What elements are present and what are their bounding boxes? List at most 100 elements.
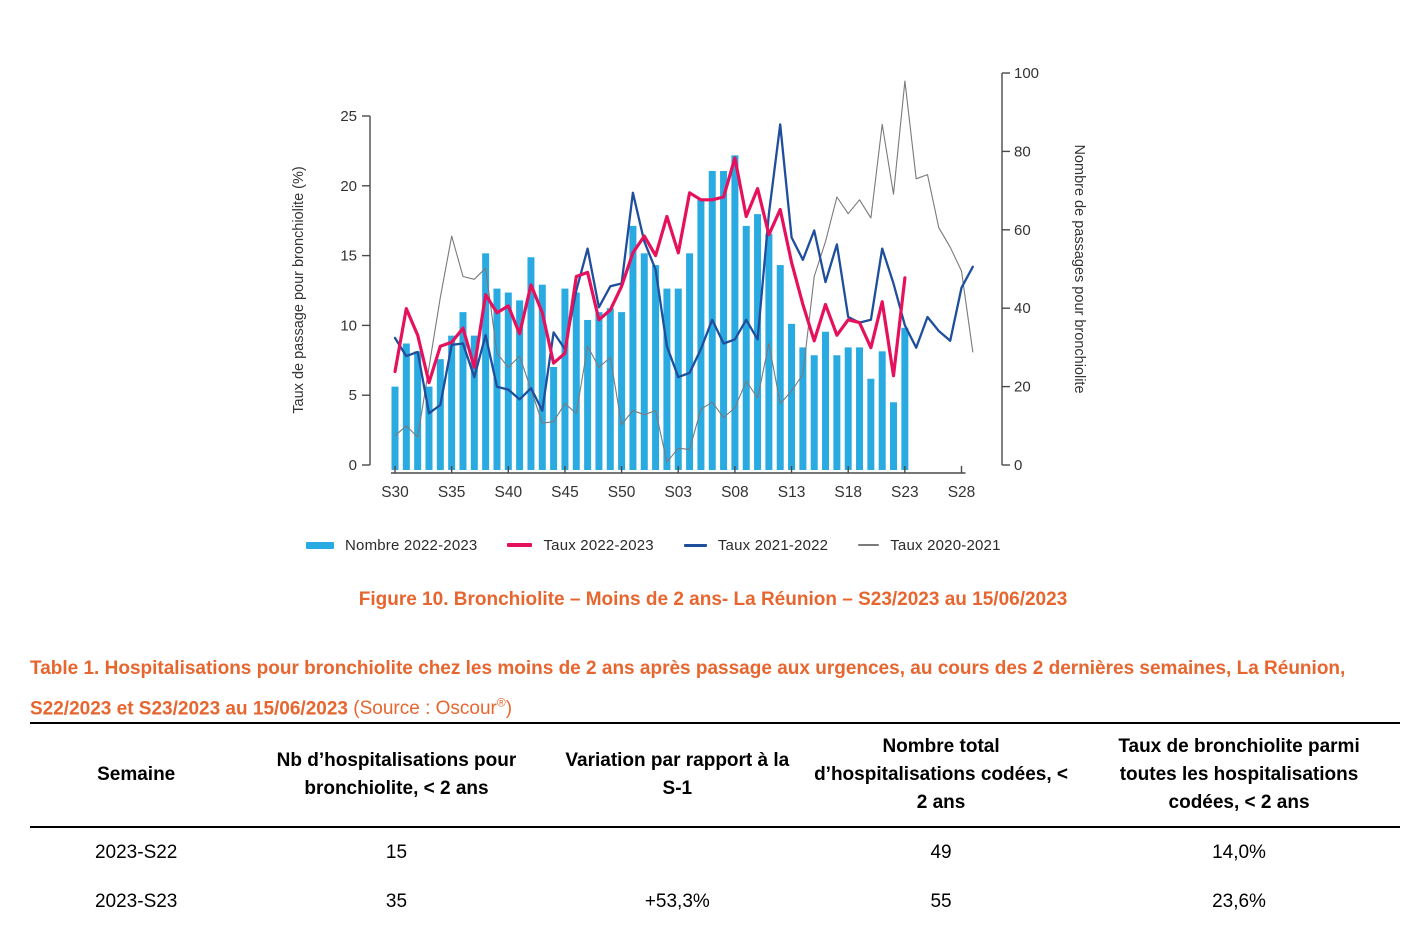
table-cell: 2023-S22 — [94, 841, 178, 863]
bar — [414, 351, 422, 470]
table-cell: 2023-S23 — [94, 891, 178, 912]
bar — [822, 331, 830, 470]
bar — [731, 155, 739, 470]
figure-caption: Figure 10. Bronchiolite – Moins de 2 ans… — [358, 589, 1068, 610]
column-header: Nombre total d’hospitalisations codées, … — [804, 723, 1079, 828]
legend-label: Taux 2020-2021 — [890, 536, 1001, 554]
bar — [901, 327, 909, 470]
bar — [765, 233, 773, 470]
bar — [776, 265, 784, 470]
bar — [856, 347, 864, 470]
left-axis-tick-label: 10 — [340, 317, 357, 334]
left-axis-tick-label: 20 — [340, 178, 357, 195]
x-axis-tick-label: S18 — [834, 484, 862, 501]
legend-label: Taux 2022-2023 — [543, 536, 654, 554]
x-axis-tick-label: S28 — [948, 484, 976, 501]
bronchiolitis-figure: 0 5 10 15 20 25 Taux de passage pour bronchiol… — [280, 55, 1120, 525]
x-axis-tick-label: S40 — [495, 484, 523, 501]
bar — [482, 253, 490, 470]
bar — [425, 386, 433, 470]
bar — [550, 367, 558, 470]
bar-series-group — [391, 155, 909, 470]
legend-swatch-bar-icon — [306, 541, 334, 549]
right-axis-tick-label: 60 — [1014, 222, 1031, 239]
registered-mark: ® — [496, 696, 506, 710]
bar — [742, 225, 750, 470]
chart-legend: Nombre 2022-2023 Taux 2022-2023 Taux 202… — [306, 534, 1001, 556]
bar — [527, 257, 535, 470]
x-axis-tick-label: S30 — [381, 484, 409, 501]
bar — [595, 312, 603, 470]
left-axis-tick-label: 5 — [349, 387, 357, 404]
bar — [890, 402, 898, 470]
left-axis-tick-label: 25 — [340, 108, 357, 125]
bar — [504, 292, 512, 470]
bar — [436, 359, 444, 470]
right-axis-tick-label: 0 — [1014, 457, 1022, 474]
x-axis-tick-label: S03 — [664, 484, 692, 501]
legend-item-taux-2022-2023: Taux 2022-2023 — [507, 536, 654, 554]
right-axis-tick-label: 100 — [1014, 65, 1039, 82]
table-header-row: Semaine Nb d’hospitalisations pour bronch… — [30, 723, 1400, 828]
bar — [867, 378, 875, 470]
legend-item-taux-2020-2021: Taux 2020-2021 — [858, 537, 1000, 554]
x-axis-tick-label: S35 — [438, 484, 466, 501]
bar — [493, 288, 501, 470]
table-cell — [551, 827, 804, 877]
left-axis-tick-label: 0 — [349, 457, 357, 474]
line-taux-2022-2023 — [393, 156, 907, 385]
column-header: Semaine — [30, 723, 243, 828]
bar — [833, 355, 841, 470]
legend-item-taux-2021-2022: Taux 2021-2022 — [683, 536, 829, 554]
chart-svg: 0 5 10 15 20 25 Taux de passage pour bronchiol… — [291, 65, 1087, 501]
x-axis: S30 S35 S40 S45 S50 S03 S08 S13 S18 S23 S28 — [381, 466, 975, 501]
line-taux-2020-2021 — [394, 80, 974, 463]
right-axis-title: Nombre de passages pour bronchiolite — [1071, 144, 1087, 393]
bar — [572, 292, 580, 470]
bar — [640, 253, 648, 470]
table-cell: 35 — [385, 891, 408, 912]
column-header: Nb d’hospitalisations pour bronchiolite,… — [242, 723, 551, 828]
bar — [402, 343, 410, 470]
x-axis-tick-label: S23 — [891, 484, 919, 501]
table-cell: 14,0% — [1212, 841, 1266, 863]
bar — [459, 312, 467, 470]
x-axis-tick-label: S13 — [778, 484, 806, 501]
right-axis-tick-label: 40 — [1014, 300, 1031, 317]
bar — [516, 300, 524, 470]
table-cell: 55 — [930, 891, 952, 912]
left-axis-tick-label: 15 — [340, 248, 357, 265]
line-taux-2021-2022 — [393, 123, 974, 415]
x-axis-tick-label: S08 — [721, 484, 749, 501]
table-row: 2023-S22 15 49 14,0% — [30, 827, 1400, 877]
right-axis-tick-label: 80 — [1014, 143, 1031, 160]
bar — [878, 351, 886, 470]
bar — [720, 171, 728, 470]
right-axis-tick-label: 20 — [1014, 379, 1031, 396]
bar — [663, 288, 671, 470]
table-title-main: Table 1. Hospitalisations pour bronchiol… — [30, 658, 1346, 720]
legend-item-nombre-2022-2023: Nombre 2022-2023 — [306, 537, 477, 554]
bar — [470, 335, 478, 470]
right-axis: 0 20 40 60 80 100 Nombre de passages pour bron… — [1001, 65, 1087, 474]
bar — [810, 355, 818, 470]
bar — [697, 198, 705, 470]
table-row: 2023-S23 35 +53,3% 55 23,6% — [30, 877, 1400, 926]
x-axis-tick-label: S50 — [608, 484, 636, 501]
column-header: Variation par rapport à la S-1 — [550, 723, 805, 828]
bar — [788, 323, 796, 470]
table-cell: +53,3% — [644, 891, 710, 912]
bar — [561, 288, 569, 470]
legend-label: Nombre 2022-2023 — [345, 536, 478, 554]
bar — [629, 225, 637, 470]
bar — [391, 386, 399, 470]
column-header: Taux de bronchiolite parmi toutes les ho… — [1078, 723, 1400, 828]
table-title: Table 1. Hospitalisations pour bronchiol… — [30, 652, 1398, 726]
bar — [584, 319, 592, 470]
bar — [844, 347, 852, 470]
legend-label: Taux 2021-2022 — [717, 536, 829, 554]
bar — [674, 288, 682, 470]
bar — [754, 214, 762, 470]
table-body: 2023-S22 15 49 14,0% 2023-S23 35 +53,3% 55 23,6% — [30, 827, 1400, 926]
